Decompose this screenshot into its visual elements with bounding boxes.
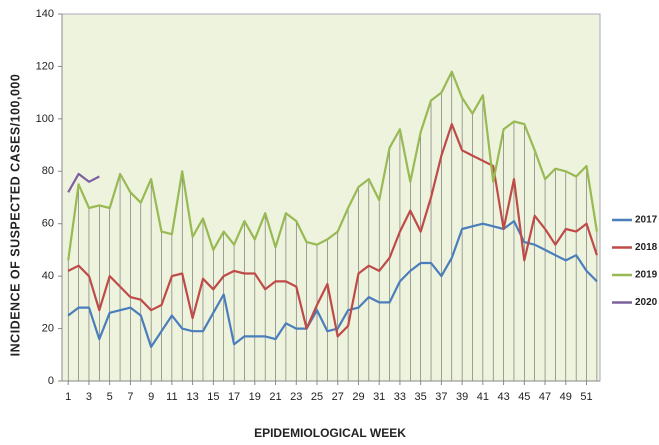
y-axis-title: INCIDENCE OF SUSPECTED CASES/100,000 [8, 74, 22, 357]
series-line [67, 70, 598, 261]
x-tick-label: 11 [166, 391, 177, 403]
x-tick-label: 17 [228, 391, 240, 403]
x-tick-label: 19 [249, 391, 261, 403]
x-tick-label: 41 [477, 391, 489, 403]
series-line [67, 123, 598, 338]
x-tick-label: 49 [560, 391, 572, 403]
x-tick-label: 47 [539, 391, 551, 403]
legend-label: 2017 [635, 215, 658, 226]
series-line [67, 172, 100, 193]
x-axis-title: EPIDEMIOLOGICAL WEEK [254, 426, 406, 440]
x-tick-label: 25 [311, 391, 323, 403]
y-tick-label: 120 [36, 60, 54, 72]
y-tick-label: 80 [42, 165, 54, 177]
legend-label: 2018 [635, 242, 658, 253]
x-tick-label: 37 [435, 391, 447, 403]
legend-label: 2020 [635, 297, 658, 308]
series-line [67, 220, 598, 348]
x-tick-label: 15 [207, 391, 219, 403]
x-tick-label: 1 [65, 391, 71, 403]
x-tick-label: 21 [269, 391, 281, 403]
legend-label: 2019 [635, 270, 658, 281]
x-tick-label: 13 [186, 391, 198, 403]
x-tick-label: 29 [352, 391, 364, 403]
x-tick-label: 45 [518, 391, 530, 403]
y-tick-label: 40 [42, 270, 54, 282]
x-tick-label: 23 [290, 391, 302, 403]
x-tick-label: 9 [148, 391, 154, 403]
x-tick-label: 27 [332, 391, 344, 403]
x-tick-label: 3 [86, 391, 92, 403]
x-tick-label: 33 [394, 391, 406, 403]
y-tick-label: 0 [48, 375, 54, 387]
x-tick-label: 39 [456, 391, 468, 403]
x-tick-label: 7 [127, 391, 133, 403]
x-tick-label: 31 [373, 391, 385, 403]
y-tick-label: 60 [42, 218, 54, 230]
x-tick-label: 5 [107, 391, 113, 403]
y-tick-label: 140 [36, 8, 54, 20]
y-tick-label: 20 [42, 322, 54, 334]
x-tick-label: 51 [580, 391, 592, 403]
y-tick-label: 100 [36, 113, 54, 125]
x-tick-label: 35 [415, 391, 427, 403]
x-tick-label: 43 [497, 391, 509, 403]
